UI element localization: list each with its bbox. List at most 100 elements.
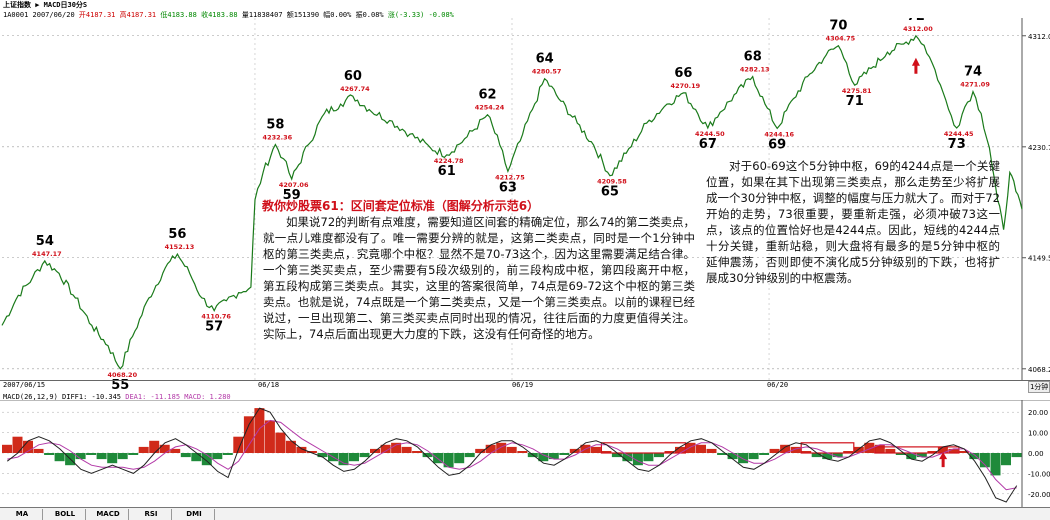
macd-bar bbox=[191, 453, 202, 462]
point-label-58: 58 bbox=[266, 118, 284, 133]
macd-bar bbox=[349, 453, 359, 462]
macd-bar bbox=[622, 453, 633, 462]
macd-bar bbox=[948, 448, 959, 453]
macd-bar bbox=[222, 453, 233, 455]
up-arrow-icon bbox=[911, 57, 920, 74]
macd-bar bbox=[54, 453, 65, 462]
point-label-72: 72 bbox=[907, 18, 925, 24]
macd-bar bbox=[958, 451, 969, 453]
tab-boll[interactable]: BOLL bbox=[45, 509, 86, 520]
macd-dea-value: DEA1: -11.185 bbox=[125, 393, 181, 401]
point-value-71: 4275.81 bbox=[842, 87, 872, 95]
macd-bar bbox=[822, 453, 833, 460]
macd-bar bbox=[233, 436, 244, 453]
date-axis: 2007/06/15 06/18 06/19 06/20 1分钟 bbox=[0, 380, 1050, 393]
annotation-title: 教你炒股票61：区间套定位标准（图解分析示范6） bbox=[262, 199, 540, 213]
point-label-65: 65 bbox=[601, 185, 619, 200]
point-value-55: 4068.20 bbox=[108, 371, 138, 379]
macd-tick-label: 0.00 bbox=[1028, 450, 1044, 458]
tab-ma[interactable]: MA bbox=[2, 509, 43, 520]
macd-header: MACD(26,12,9) DIFF1: -10.345 DEA1: -11.1… bbox=[3, 393, 231, 401]
macd-bar bbox=[717, 453, 728, 455]
macd-bar bbox=[895, 453, 906, 455]
indicator-tab-bar: MA BOLL MACD RSI DMI bbox=[0, 507, 1050, 520]
macd-bar bbox=[517, 451, 528, 453]
macd-bar bbox=[12, 436, 23, 453]
info-pct1: 幅0.00% bbox=[323, 11, 352, 19]
macd-params: MACD(26,12,9) bbox=[3, 393, 58, 401]
macd-bar bbox=[1011, 453, 1022, 458]
macd-bar bbox=[1001, 453, 1011, 466]
point-value-73: 4244.45 bbox=[944, 130, 974, 138]
point-value-59: 4207.06 bbox=[279, 181, 309, 189]
dea-line bbox=[7, 419, 1017, 491]
macd-bar bbox=[149, 440, 160, 453]
date-label-0615: 2007/06/15 bbox=[3, 381, 46, 389]
info-change: 涨(-3.33) -0.08% bbox=[387, 11, 454, 19]
macd-bar bbox=[180, 453, 191, 458]
macd-bar bbox=[916, 453, 927, 458]
macd-bar bbox=[96, 453, 107, 460]
info-volume: 量11838407 bbox=[241, 11, 283, 19]
macd-bar bbox=[391, 442, 402, 453]
tab-dmi[interactable]: DMI bbox=[174, 509, 215, 520]
macd-bar bbox=[759, 453, 770, 455]
macd-bar bbox=[748, 453, 759, 460]
info-code: 1A0001 bbox=[3, 11, 29, 19]
point-value-72: 4312.00 bbox=[903, 25, 933, 33]
macd-bar bbox=[254, 408, 265, 453]
price-line bbox=[1, 34, 1023, 370]
point-label-64: 64 bbox=[536, 52, 554, 67]
macd-bar bbox=[811, 453, 822, 458]
macd-bar bbox=[780, 444, 791, 453]
date-label-0618: 06/18 bbox=[258, 381, 280, 389]
macd-bar bbox=[285, 440, 296, 453]
macd-bar bbox=[485, 444, 496, 453]
macd-tick-label: 20.00 bbox=[1028, 409, 1048, 417]
info-amount: 额151390 bbox=[286, 11, 320, 19]
macd-bar bbox=[590, 446, 601, 453]
macd-tick-label: 10.00 bbox=[1028, 430, 1048, 438]
quote-info-bar: 1A0001 2007/06/20 开4187.31 高4187.31 低418… bbox=[3, 10, 454, 20]
tab-rsi[interactable]: RSI bbox=[131, 509, 172, 520]
point-label-70: 70 bbox=[829, 19, 847, 34]
tab-macd[interactable]: MACD bbox=[88, 509, 129, 520]
macd-bar bbox=[380, 444, 391, 453]
macd-bar bbox=[843, 451, 854, 453]
macd-macd-value: MACD: 1.280 bbox=[184, 393, 231, 401]
point-value-70: 4304.75 bbox=[826, 35, 856, 43]
macd-diff-value: DIFF1: -10.345 bbox=[62, 393, 122, 401]
date-label-0620: 06/20 bbox=[767, 381, 789, 389]
macd-bar bbox=[790, 446, 801, 453]
info-high: 高4187.31 bbox=[119, 11, 157, 19]
macd-bar bbox=[559, 453, 570, 455]
macd-bar bbox=[696, 444, 706, 453]
macd-bar bbox=[359, 453, 370, 458]
macd-chart[interactable]: 20.00 10.00 0.00 -10.00 -20.00 bbox=[0, 400, 1050, 507]
macd-bar bbox=[433, 453, 444, 464]
macd-bar bbox=[538, 453, 549, 462]
macd-bar bbox=[548, 453, 559, 460]
macd-bar bbox=[275, 432, 286, 453]
macd-bar bbox=[212, 453, 223, 460]
macd-bar bbox=[138, 446, 149, 453]
macd-bar bbox=[979, 453, 990, 468]
price-tick-label: 4312.0 bbox=[1028, 33, 1050, 41]
macd-bar bbox=[643, 453, 654, 462]
macd-bar bbox=[601, 451, 612, 453]
point-value-56: 4152.13 bbox=[165, 243, 195, 251]
info-low: 低4183.88 bbox=[160, 11, 197, 19]
macd-bar bbox=[801, 451, 812, 453]
macd-bar bbox=[654, 453, 664, 458]
point-value-62: 4254.24 bbox=[475, 104, 505, 112]
info-open: 开4187.31 bbox=[78, 11, 116, 19]
period-button[interactable]: 1分钟 bbox=[1028, 381, 1050, 393]
macd-bar bbox=[927, 451, 938, 453]
macd-highlight-box bbox=[600, 442, 687, 454]
up-arrow-icon bbox=[939, 452, 948, 468]
info-date: 2007/06/20 bbox=[32, 11, 75, 19]
macd-bar bbox=[464, 453, 475, 458]
macd-bar bbox=[906, 453, 917, 460]
macd-bar bbox=[264, 420, 275, 453]
